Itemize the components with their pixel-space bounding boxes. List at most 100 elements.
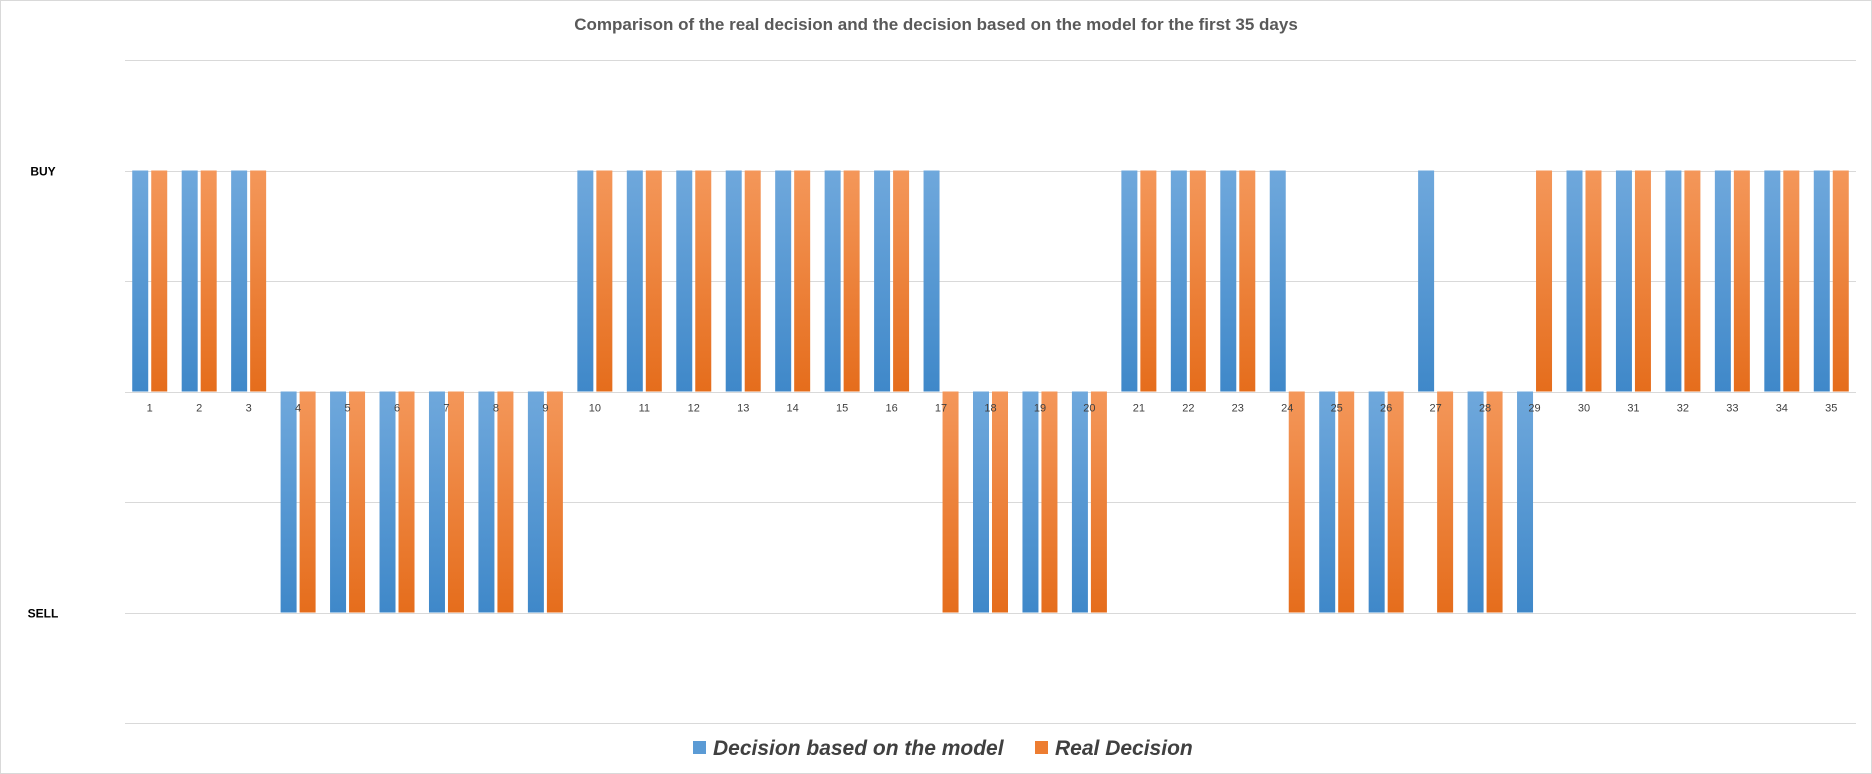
- bar-real-day-9: [546, 391, 563, 613]
- bar-model-day-1: [132, 170, 149, 392]
- legend-swatch-model: [693, 741, 706, 754]
- bar-model-day-11: [626, 170, 643, 392]
- bar-model-day-16: [874, 170, 891, 392]
- x-tick-label: 11: [639, 403, 650, 415]
- bar-real-day-13: [744, 170, 761, 392]
- bar-real-day-8: [497, 391, 514, 613]
- bar-real-day-11: [645, 170, 662, 392]
- legend-label-model: Decision based on the model: [713, 737, 1005, 760]
- bar-real-day-17: [942, 391, 959, 613]
- bar-model-day-33: [1714, 170, 1731, 392]
- bar-model-day-25: [1319, 391, 1336, 613]
- x-tick-label: 16: [885, 403, 897, 415]
- x-tick-label: 26: [1380, 403, 1392, 415]
- x-tick-label: 10: [589, 403, 601, 415]
- x-tick-label: 8: [493, 403, 499, 415]
- bar-real-day-16: [893, 170, 910, 392]
- bars: [132, 170, 1849, 613]
- bar-model-day-22: [1170, 170, 1187, 392]
- x-tick-label: 22: [1182, 403, 1194, 415]
- bar-real-day-1: [151, 170, 168, 392]
- bar-model-day-23: [1220, 170, 1237, 392]
- bar-model-day-34: [1764, 170, 1781, 392]
- x-tick-label: 31: [1627, 403, 1639, 415]
- legend-label-real: Real Decision: [1055, 737, 1193, 760]
- bar-real-day-7: [447, 391, 464, 613]
- bar-model-day-24: [1269, 170, 1286, 392]
- bar-model-day-3: [231, 170, 248, 392]
- x-tick-label: 12: [688, 403, 700, 415]
- bar-model-day-7: [428, 391, 445, 613]
- x-tick-label: 23: [1232, 403, 1244, 415]
- bar-real-day-26: [1387, 391, 1404, 613]
- x-tick-label: 5: [344, 403, 350, 415]
- x-tick-label: 17: [935, 403, 947, 415]
- bar-model-day-30: [1566, 170, 1583, 392]
- x-tick-label: 28: [1479, 403, 1491, 415]
- x-tick-label: 2: [196, 403, 202, 415]
- bar-real-day-5: [349, 391, 366, 613]
- bar-real-day-24: [1288, 391, 1305, 613]
- bar-model-day-9: [527, 391, 544, 613]
- bar-model-day-26: [1368, 391, 1385, 613]
- bar-real-day-27: [1437, 391, 1454, 613]
- bar-model-day-4: [280, 391, 297, 613]
- x-tick-label: 13: [737, 403, 749, 415]
- bar-real-day-25: [1338, 391, 1355, 613]
- bar-model-day-14: [775, 170, 792, 392]
- x-tick-label: 1: [147, 403, 153, 415]
- bar-model-day-12: [676, 170, 693, 392]
- bar-real-day-28: [1486, 391, 1503, 613]
- bar-model-day-8: [478, 391, 495, 613]
- bar-model-day-20: [1071, 391, 1088, 613]
- bar-real-day-21: [1140, 170, 1157, 392]
- bar-model-day-35: [1813, 170, 1830, 392]
- x-tick-label: 35: [1825, 403, 1837, 415]
- x-tick-label: 4: [295, 403, 301, 415]
- bar-model-day-15: [824, 170, 841, 392]
- bar-model-day-17: [923, 170, 940, 392]
- bar-real-day-32: [1684, 170, 1701, 392]
- x-tick-label: 3: [246, 403, 252, 415]
- x-tick-label: 7: [443, 403, 449, 415]
- bar-model-day-2: [181, 170, 198, 392]
- legend-swatch-real: [1035, 741, 1048, 754]
- bar-real-day-22: [1189, 170, 1206, 392]
- bar-real-day-30: [1585, 170, 1602, 392]
- bar-real-day-14: [794, 170, 811, 392]
- x-tick-label: 32: [1677, 403, 1689, 415]
- x-tick-label: 15: [836, 403, 848, 415]
- x-tick-label: 9: [542, 403, 548, 415]
- chart-title: Comparison of the real decision and the …: [574, 15, 1298, 34]
- x-tick-labels: 1 2 3 4 5 6 7 8 9 10 11 12 13 14 15 16 17 18 19 20 21 22 23 24 2…: [147, 403, 1838, 415]
- bar-real-day-6: [398, 391, 415, 613]
- bar-real-day-4: [299, 391, 316, 613]
- bar-model-day-28: [1467, 391, 1484, 613]
- bar-real-day-3: [250, 170, 267, 392]
- bar-real-day-2: [200, 170, 217, 392]
- x-tick-label: 27: [1429, 403, 1441, 415]
- bar-real-day-19: [1041, 391, 1058, 613]
- y-tick-label-sell: SELL: [28, 607, 59, 621]
- bar-model-day-29: [1517, 391, 1534, 613]
- x-tick-label: 34: [1776, 403, 1788, 415]
- bar-model-day-18: [973, 391, 989, 613]
- bar-model-day-10: [577, 170, 594, 392]
- x-tick-label: 19: [1034, 403, 1046, 415]
- x-tick-label: 24: [1281, 403, 1293, 415]
- x-tick-label: 14: [787, 403, 799, 415]
- y-tick-labels: BUY SELL: [28, 165, 59, 621]
- x-tick-label: 30: [1578, 403, 1590, 415]
- bar-real-day-20: [1090, 391, 1107, 613]
- bar-real-day-15: [843, 170, 860, 392]
- x-tick-label: 33: [1726, 403, 1738, 415]
- bar-model-day-21: [1121, 170, 1138, 392]
- x-tick-label: 21: [1133, 403, 1145, 415]
- bar-model-day-19: [1022, 391, 1039, 613]
- bar-real-day-18: [992, 391, 1008, 613]
- bar-real-day-31: [1634, 170, 1651, 392]
- bar-real-day-33: [1733, 170, 1750, 392]
- x-tick-label: 20: [1083, 403, 1095, 415]
- x-tick-label: 18: [984, 403, 996, 415]
